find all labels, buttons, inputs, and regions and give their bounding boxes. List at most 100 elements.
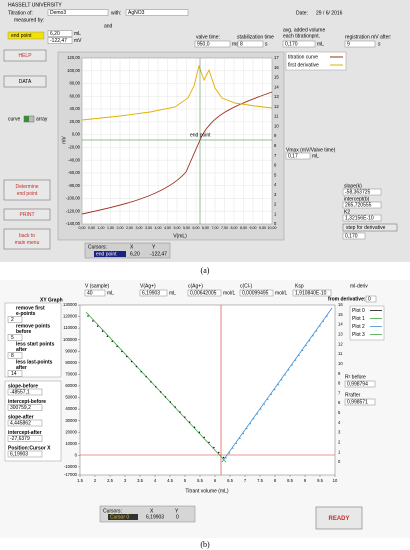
y2-tick-label: 3 [338,430,341,435]
points-after [225,311,331,459]
x-tick-label: 2,50 [126,226,133,230]
x-tick-label: 4 [154,478,157,483]
label: each titrationpnt. [283,33,320,39]
cursor-name[interactable]: end point [96,252,117,258]
y2-tick-label: 1 [338,449,341,454]
ready-button[interactable] [315,506,363,530]
print-button[interactable] [3,208,51,221]
value: 5 [11,335,14,341]
output [342,214,382,222]
x-tick-label: 3.5 [137,478,143,483]
y2-tick-label: 15 [274,75,279,80]
y2-tick-label: 7 [338,390,341,395]
button-label: step for derivative [346,225,386,231]
step-button[interactable] [342,223,398,232]
value: AgNO3 [128,10,145,16]
label: V(Ag+) [140,283,156,289]
x-tick-label: 7,00 [212,226,219,230]
y2-tick-label: 6 [274,163,277,168]
input[interactable] [237,40,264,48]
result-label: slope-before [8,383,38,389]
x-tick-label: 9,00 [250,226,257,230]
input[interactable] [7,352,23,359]
unit: mL [169,291,176,297]
output [47,30,73,37]
control-label: less last-points [16,359,53,365]
back-button[interactable] [3,228,51,250]
y2-tick-label: 0 [274,221,277,226]
y2-tick-label: 14 [338,322,343,327]
label: Y [152,244,156,250]
value: -27,6379 [10,436,30,442]
input[interactable] [282,40,316,48]
value: 0,17 [288,154,298,160]
input[interactable] [7,316,23,323]
toggle-label: curve [8,116,20,122]
input[interactable] [84,289,106,297]
input[interactable] [7,370,23,377]
label: R²after [345,392,361,398]
x-tick-label: 1,50 [107,226,114,230]
input[interactable] [342,232,366,240]
y-tick-label: 90000 [65,348,77,353]
button-label: end point [17,191,38,197]
input[interactable] [125,9,189,16]
label: slope(k) [344,183,362,189]
label: Date: [296,10,308,16]
value: 6,19903 [10,452,28,458]
x-tick-label: 1,00 [98,226,105,230]
x-tick-label: 7,50 [221,226,228,230]
x-tick-label: 9 [304,478,307,483]
result-label: slope-after [8,414,34,420]
value: 0,170 [345,234,358,240]
value: 0,00099495 [242,291,269,297]
end-point-tag [7,31,45,40]
x-axis-label: V(mL) [173,233,187,239]
x-tick-label: 5,50 [183,226,190,230]
toggle-knob [24,116,29,122]
button-label: main menu [15,240,40,246]
legend-label: Plot 0 [352,308,365,314]
control-label: less start points [16,341,55,347]
label: from derivative: [328,296,366,302]
determine-button[interactable] [3,179,51,201]
button-label: HELP [18,53,32,59]
x-tick-label: 10 [333,478,338,483]
output [139,289,168,297]
input[interactable] [47,9,109,16]
output [7,388,43,396]
button-label: PRINT [20,212,35,218]
input[interactable] [194,40,231,48]
y2-tick-label: 16 [338,302,343,307]
x-tick-label: 6.5 [227,478,233,483]
y2-tick-label: 16 [274,65,279,70]
input[interactable] [344,40,376,48]
titration-curve [81,91,273,215]
button-label: back to [19,233,35,239]
help-button[interactable] [3,49,47,62]
y2-tick-label: 3 [274,192,277,197]
label: K2 [344,209,350,215]
label: Y [175,508,179,514]
cursor-name[interactable]: Cursor 0 [110,515,129,521]
input[interactable] [7,334,23,341]
x-tick-label: 7 [244,478,247,483]
output [342,188,382,196]
value: 8 [240,42,243,48]
value: 6,19903 [142,291,160,297]
data-button[interactable] [3,75,47,88]
y-tick-label: -60,00 [68,170,81,175]
y-tick-label: 60,00 [70,93,81,98]
x-tick-label: 3,50 [145,226,152,230]
caption: (b) [200,540,210,549]
y-tick-label: -40,00 [68,157,81,162]
button-label: Determine [15,184,38,190]
result-label: intercept-after [8,430,42,436]
y-tick-label: -10000 [64,464,78,469]
value: -122,47 [50,38,67,44]
x-tick-label: 0,00 [79,226,86,230]
x-tick-label: 8,00 [231,226,238,230]
toggle-label: array [36,116,48,122]
y-tick-label: 120,00 [67,55,80,60]
